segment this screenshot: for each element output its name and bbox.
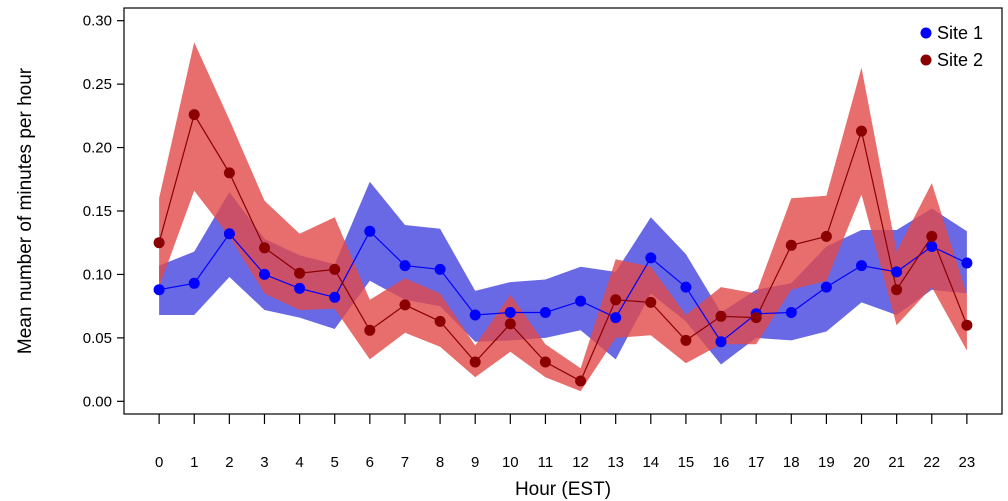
x-tick-label: 18 [783, 454, 800, 471]
site-1-point [294, 282, 306, 294]
x-tick-label: 7 [401, 454, 409, 471]
x-tick-label: 17 [748, 454, 765, 471]
x-tick-label: 15 [678, 454, 695, 471]
y-tick-label: 0.30 [83, 13, 112, 30]
site-2-point [785, 239, 797, 251]
site-1-point [820, 281, 832, 293]
site-1-line [158, 230, 968, 343]
site-2-point [153, 237, 165, 249]
site-2-point [434, 315, 446, 327]
x-tick-label: 16 [713, 454, 730, 471]
site-1-point [399, 260, 411, 272]
legend-marker-site-2 [920, 54, 932, 66]
site-1-point [539, 307, 551, 318]
x-tick-label: 2 [225, 454, 233, 471]
site-1-point [575, 295, 587, 307]
y-axis-title: Mean number of minutes per hour [15, 67, 36, 354]
site-2-point [961, 319, 973, 331]
x-tick-label: 11 [538, 454, 554, 471]
site-2-point [750, 312, 762, 324]
x-tick-label: 1 [190, 454, 198, 471]
y-tick-label: 0.15 [83, 203, 112, 220]
site-2-point [223, 167, 235, 179]
site-1-point [961, 257, 973, 269]
site-2-point [329, 263, 341, 275]
site-1-point [329, 291, 341, 303]
y-tick-label: 0.25 [83, 76, 112, 93]
site-2-point [259, 242, 270, 254]
legend-marker-site-1 [920, 27, 932, 39]
y-tick-label: 0.00 [83, 393, 112, 410]
y-tick-label: 0.20 [83, 140, 112, 157]
site-1-point [645, 252, 657, 264]
site-2-point [364, 324, 376, 336]
site-2-point [610, 294, 622, 306]
site-1-point [188, 277, 200, 289]
site-1-point [504, 307, 516, 318]
series-lines [158, 113, 968, 382]
x-tick-label: 20 [853, 454, 870, 471]
x-tick-label: 3 [260, 454, 268, 471]
confidence-bands [159, 42, 967, 392]
site-2-point [891, 284, 903, 296]
x-tick-label: 8 [436, 454, 444, 471]
site-2-point [680, 334, 692, 346]
site-2-point [926, 230, 938, 242]
legend-label-site-2: Site 2 [937, 50, 983, 70]
site-1-point [153, 284, 165, 296]
site-2-band [159, 42, 967, 392]
site-1-point [926, 241, 938, 252]
site-2-point [469, 356, 481, 368]
y-tick-label: 0.05 [83, 330, 112, 347]
x-tick-label: 22 [923, 454, 940, 471]
site-1-point [259, 268, 270, 280]
site-1-point [856, 260, 867, 272]
x-axis-title: Hour (EST) [515, 479, 611, 500]
y-tick-label: 0.10 [83, 266, 112, 283]
y-axis: 0.00 0.05 0.10 0.15 0.20 0.25 0.30 [83, 13, 124, 410]
site-2-point [539, 356, 551, 368]
site-2-point [856, 125, 867, 137]
site-1-point [434, 263, 446, 275]
site-2-line [158, 113, 968, 382]
x-tick-label: 21 [888, 454, 905, 471]
site-2-point [820, 230, 832, 242]
x-tick-label: 10 [502, 454, 519, 471]
legend: Site 1 Site 2 [920, 23, 983, 70]
site-2-point [504, 318, 516, 330]
site-2-point [188, 109, 200, 121]
site-1-point [469, 309, 481, 321]
site-1-point [891, 266, 903, 278]
x-tick-label: 14 [642, 454, 659, 471]
series-points [153, 109, 973, 387]
site-2-point [399, 299, 411, 311]
x-tick-label: 0 [155, 454, 163, 471]
x-tick-label: 4 [295, 454, 303, 471]
site-1-point [610, 312, 622, 324]
x-tick-label: 19 [818, 454, 835, 471]
site-2-point [575, 375, 587, 387]
x-axis: 0 1 2 3 4 5 6 7 8 9 10 11 12 13 14 15 16 17 18 19 20 21 22 23 [155, 414, 975, 471]
site-1-point [785, 307, 797, 318]
x-tick-label: 13 [607, 454, 624, 471]
site-1-point [364, 225, 376, 237]
legend-label-site-1: Site 1 [937, 23, 983, 43]
site-1-point [715, 336, 727, 348]
x-tick-label: 12 [572, 454, 589, 471]
site-2-point [294, 267, 306, 279]
site-2-point [645, 296, 657, 308]
site-1-point [223, 228, 235, 240]
x-tick-label: 9 [471, 454, 479, 471]
x-tick-label: 5 [331, 454, 339, 471]
x-tick-label: 6 [366, 454, 374, 471]
x-tick-label: 23 [959, 454, 976, 471]
site-1-point [680, 281, 692, 293]
site-2-point [715, 310, 727, 322]
